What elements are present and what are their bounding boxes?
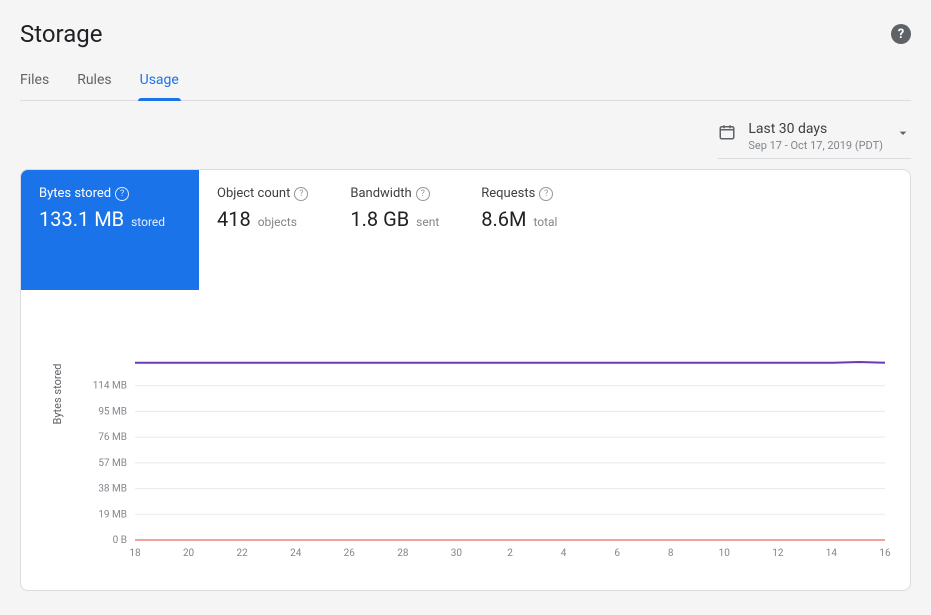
svg-text:28: 28 — [397, 548, 409, 559]
date-picker-label: Last 30 days — [748, 121, 883, 137]
metric-value: 1.8 GB sent — [350, 207, 439, 231]
storage-usage-page: Storage ? Files Rules Usage Last 30 days S… — [0, 0, 931, 615]
svg-text:6: 6 — [614, 548, 620, 559]
svg-text:8: 8 — [668, 548, 674, 559]
metric-value-text: 8.6M — [481, 207, 526, 231]
y-axis-label: Bytes stored — [51, 364, 64, 425]
calendar-icon — [718, 123, 736, 145]
metric-bandwidth[interactable]: Bandwidth ? 1.8 GB sent — [332, 170, 463, 290]
svg-text:20: 20 — [183, 548, 195, 559]
metric-title: Bandwidth ? — [350, 186, 439, 201]
metric-unit: objects — [258, 215, 297, 229]
svg-text:10: 10 — [719, 548, 731, 559]
svg-text:30: 30 — [451, 548, 463, 559]
bytes-stored-line-chart: 114 MB95 MB76 MB57 MB38 MB19 MB0 B182022… — [45, 350, 905, 565]
metric-title: Object count ? — [217, 186, 308, 201]
metric-title-text: Bandwidth — [350, 186, 411, 201]
chart-area: Bytes stored 114 MB 95 MB 76 MB 57 MB 38 MB 1… — [21, 290, 910, 590]
svg-text:2: 2 — [507, 548, 513, 559]
metric-title-text: Requests — [481, 186, 535, 201]
metric-value-text: 1.8 GB — [350, 207, 409, 231]
date-range-picker[interactable]: Last 30 days Sep 17 - Oct 17, 2019 (PDT) — [718, 119, 911, 159]
metric-bytes-stored[interactable]: Bytes stored ? 133.1 MB stored — [21, 170, 199, 290]
metric-value-text: 133.1 MB — [39, 207, 124, 231]
help-circle-icon[interactable]: ? — [416, 187, 430, 201]
page-header: Storage ? — [20, 20, 911, 48]
svg-text:0 B: 0 B — [113, 535, 127, 546]
svg-text:18: 18 — [129, 548, 141, 559]
tabs: Files Rules Usage — [20, 72, 911, 101]
metric-value: 418 objects — [217, 207, 308, 231]
series-bytes_stored — [135, 362, 885, 363]
svg-text:12: 12 — [772, 548, 784, 559]
metric-unit: sent — [416, 215, 439, 229]
tab-rules[interactable]: Rules — [77, 72, 111, 100]
help-circle-icon[interactable]: ? — [115, 187, 129, 201]
metric-value-text: 418 — [217, 207, 251, 231]
metric-title: Bytes stored ? — [39, 186, 175, 201]
svg-text:57 MB: 57 MB — [98, 458, 127, 469]
help-circle-icon[interactable]: ? — [539, 187, 553, 201]
svg-text:26: 26 — [344, 548, 356, 559]
svg-text:14: 14 — [826, 548, 838, 559]
metric-value: 133.1 MB stored — [39, 207, 175, 231]
svg-text:114 MB: 114 MB — [93, 381, 127, 392]
date-picker-row: Last 30 days Sep 17 - Oct 17, 2019 (PDT) — [20, 119, 911, 159]
metric-title-text: Bytes stored — [39, 186, 111, 201]
metric-requests[interactable]: Requests ? 8.6M total — [463, 170, 581, 290]
svg-text:95 MB: 95 MB — [98, 406, 127, 417]
tab-usage[interactable]: Usage — [140, 72, 179, 100]
help-icon[interactable]: ? — [891, 24, 911, 44]
svg-text:38 MB: 38 MB — [98, 484, 127, 495]
metric-object-count[interactable]: Object count ? 418 objects — [199, 170, 332, 290]
svg-text:24: 24 — [290, 548, 302, 559]
metric-title: Requests ? — [481, 186, 557, 201]
metrics-row: Bytes stored ? 133.1 MB stored Object co… — [21, 170, 910, 290]
help-circle-icon[interactable]: ? — [294, 187, 308, 201]
chevron-down-icon — [895, 125, 911, 145]
svg-text:22: 22 — [237, 548, 249, 559]
metric-unit: total — [533, 215, 557, 229]
svg-text:76 MB: 76 MB — [98, 432, 127, 443]
date-picker-texts: Last 30 days Sep 17 - Oct 17, 2019 (PDT) — [748, 121, 883, 152]
tab-files[interactable]: Files — [20, 72, 49, 100]
svg-text:16: 16 — [879, 548, 891, 559]
metric-value: 8.6M total — [481, 207, 557, 231]
metric-title-text: Object count — [217, 186, 290, 201]
svg-text:19 MB: 19 MB — [98, 509, 127, 520]
date-picker-range: Sep 17 - Oct 17, 2019 (PDT) — [748, 139, 883, 152]
metric-unit: stored — [131, 215, 165, 229]
usage-card: Bytes stored ? 133.1 MB stored Object co… — [20, 169, 911, 591]
svg-text:4: 4 — [561, 548, 567, 559]
page-title: Storage — [20, 20, 102, 48]
